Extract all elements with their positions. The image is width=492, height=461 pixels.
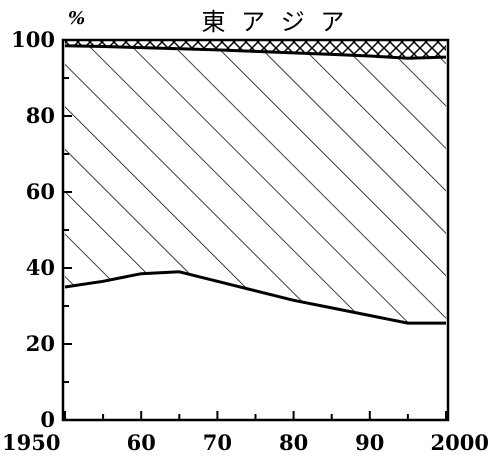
y-tick-label: 80	[26, 103, 55, 128]
boundary-line-2	[64, 44, 447, 60]
boundary-line-1	[64, 270, 446, 325]
y-tick-label: 60	[26, 179, 55, 204]
area-layer-3	[65, 40, 446, 59]
chart-title: 東 ア ジ ア	[202, 8, 349, 36]
y-tick-label: 0	[40, 407, 55, 432]
boundary-lines	[64, 44, 447, 325]
y-tick-label: 20	[26, 331, 55, 356]
y-tick-label: 100	[11, 27, 55, 52]
area-layers	[65, 40, 446, 420]
area-layer-2	[65, 45, 446, 324]
x-tick-label: 1950	[2, 430, 60, 455]
x-tick-label: 2000	[431, 430, 489, 455]
y-axis: 0 20 40 60 80 100	[11, 27, 72, 432]
x-tick-label: 70	[203, 430, 232, 455]
area-layer-1	[65, 271, 446, 420]
x-tick-label: 60	[127, 430, 156, 455]
y-unit-label: %	[68, 8, 85, 29]
x-axis: 1950 60 70 80 90 2000	[2, 411, 489, 455]
x-tick-label: 90	[355, 430, 384, 455]
x-tick-label: 80	[279, 430, 308, 455]
y-tick-label: 40	[26, 255, 55, 280]
